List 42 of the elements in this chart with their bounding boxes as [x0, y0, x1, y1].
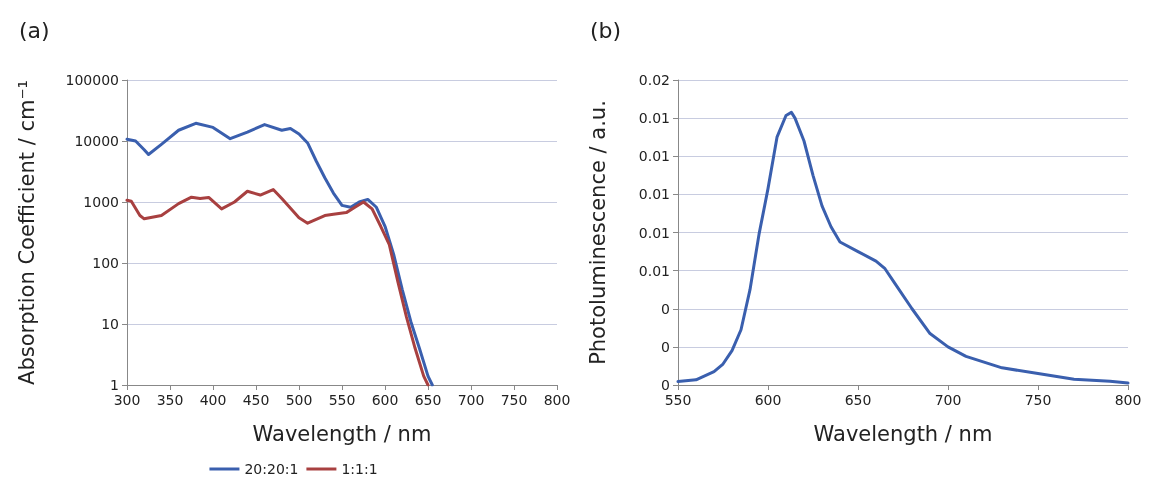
- y-tick-label: 0.01: [638, 224, 670, 241]
- x-tick-label: 300: [113, 392, 141, 408]
- x-tick-label: 650: [844, 392, 872, 408]
- text: (b): [590, 17, 622, 43]
- y-axis-title: Absorption Coefficient / cm⁻¹: [14, 80, 39, 385]
- x-tick-label: 800: [543, 392, 571, 408]
- y-tick-label: 0.01: [638, 262, 670, 279]
- x-tick-label: 600: [754, 392, 782, 408]
- y-tick-label: 100: [92, 255, 119, 271]
- y-tick-label: 0.01: [638, 110, 670, 127]
- x-tick-label: 400: [199, 392, 227, 408]
- x-tick-label: 350: [156, 392, 184, 408]
- x-axis-title: Wavelength / nm: [252, 421, 432, 446]
- legend-label: 20:20:1: [244, 461, 299, 477]
- legend-label: 1:1:1: [341, 461, 378, 477]
- y-tick-label: 0.01: [638, 148, 670, 165]
- x-tick-label: 700: [457, 392, 485, 408]
- y-tick-label: 1: [110, 377, 119, 393]
- x-tick-label: 450: [242, 392, 270, 408]
- y-axis-title: Photoluminescence / a.u.: [585, 100, 610, 365]
- y-tick-label: 0: [661, 377, 670, 393]
- x-tick-label: 650: [414, 392, 442, 408]
- x-tick-label: 550: [328, 392, 356, 408]
- y-tick-label: 0.01: [638, 186, 670, 203]
- x-tick-label: 500: [285, 392, 313, 408]
- line-series: [125, 188, 430, 387]
- x-tick-label: 750: [500, 392, 528, 408]
- y-tick-label: 1000: [83, 194, 119, 210]
- x-tick-label: 700: [934, 392, 962, 408]
- y-tick-label: 0: [661, 338, 670, 355]
- line-series: [125, 121, 434, 387]
- y-tick-label: 0.02: [638, 72, 670, 88]
- y-tick-label: 10: [101, 316, 119, 332]
- x-tick-label: 550: [664, 392, 692, 408]
- x-tick-label: 800: [1114, 392, 1142, 408]
- x-tick-label: 750: [1024, 392, 1052, 408]
- x-axis-title: Wavelength / nm: [813, 421, 993, 446]
- y-tick-label: 10000: [74, 133, 119, 149]
- y-tick-label: 100000: [65, 72, 119, 88]
- text: (a): [19, 17, 50, 43]
- x-tick-label: 600: [371, 392, 399, 408]
- y-tick-label: 0: [661, 300, 670, 317]
